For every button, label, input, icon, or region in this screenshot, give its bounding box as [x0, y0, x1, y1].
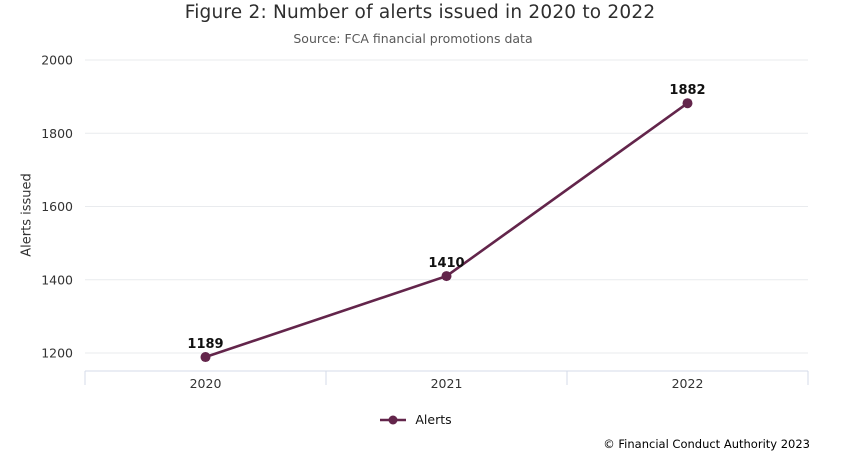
copyright-notice: © Financial Conduct Authority 2023 — [603, 438, 810, 451]
data-point-marker — [441, 271, 452, 282]
legend-line-marker-icon — [380, 415, 407, 424]
x-tick-label: 2021 — [431, 376, 463, 391]
y-tick-label: 2000 — [41, 53, 73, 68]
legend-item-alerts[interactable]: Alerts — [378, 412, 452, 427]
y-tick-label: 1800 — [41, 126, 73, 141]
data-point-label: 1882 — [669, 83, 705, 98]
chart-subtitle: Source: FCA financial promotions data — [293, 31, 533, 46]
chart-title: Figure 2: Number of alerts issued in 202… — [184, 2, 656, 23]
x-tick-label: 2022 — [672, 376, 704, 391]
y-tick-label: 1200 — [41, 346, 73, 361]
data-point-marker — [200, 352, 211, 363]
legend-label: Alerts — [415, 412, 452, 427]
y-tick-label: 1600 — [41, 199, 73, 214]
data-point-label: 1410 — [428, 256, 464, 271]
alerts-line — [205, 102, 689, 359]
legend: Alerts — [0, 412, 830, 427]
data-point-marker — [682, 98, 693, 109]
y-tick-label: 1400 — [41, 272, 73, 287]
data-point-label: 1189 — [187, 337, 223, 352]
x-tick-label: 2020 — [190, 376, 222, 391]
